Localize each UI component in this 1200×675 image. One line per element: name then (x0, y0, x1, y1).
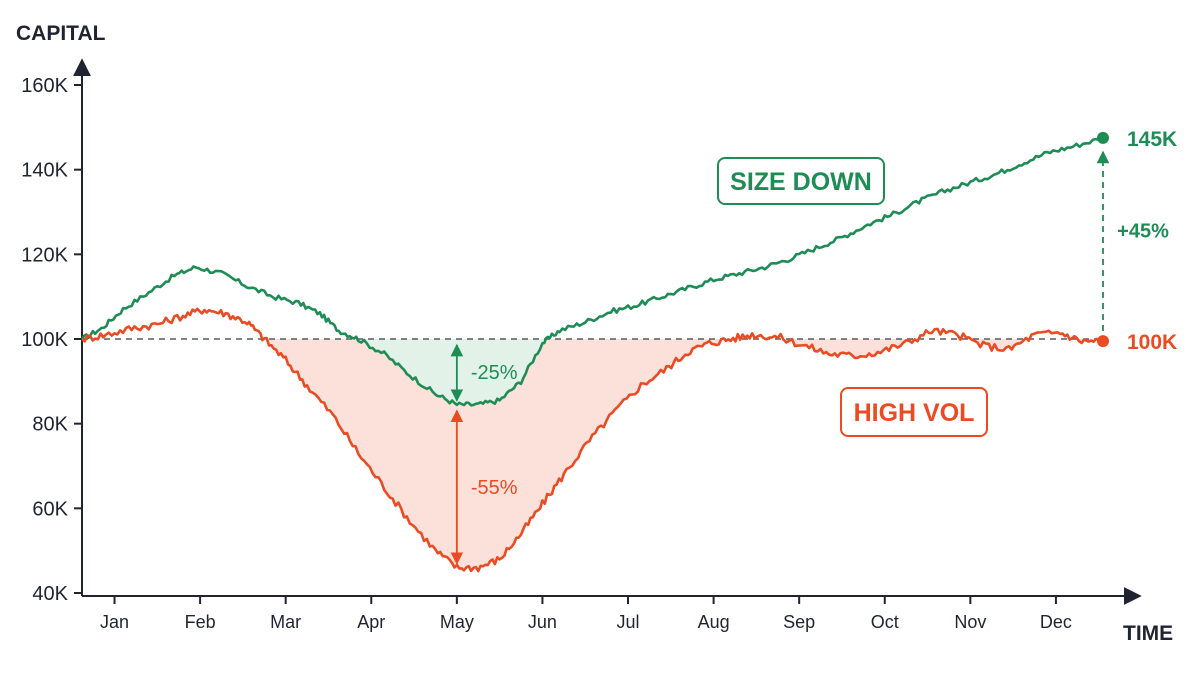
annotation-label: +45% (1117, 220, 1169, 242)
x-tick-label: Jan (100, 612, 129, 632)
x-tick-label: Nov (954, 612, 986, 632)
high-vol-end-label: 100K (1127, 331, 1177, 354)
x-axis-title: TIME (1123, 622, 1173, 645)
area-layer (82, 339, 1103, 572)
size-down-series-line (80, 136, 1104, 407)
annotation-label: -25% (471, 362, 518, 384)
y-tick-label: 100K (21, 329, 68, 351)
legend-box (717, 157, 885, 205)
y-tick-label: 40K (32, 583, 68, 605)
legend: SIZE DOWN HIGH VOL (717, 157, 988, 437)
legend-box (840, 387, 988, 437)
y-tick-label: 160K (21, 75, 68, 97)
x-tick-label: Sep (783, 612, 815, 632)
x-tick-label: Feb (185, 612, 216, 632)
annotation-label: -55% (471, 477, 518, 499)
legend-label: SIZE DOWN (730, 168, 872, 196)
x-tick-label: Mar (270, 612, 301, 632)
y-tick-label: 140K (21, 160, 68, 182)
x-tick-label: Jul (617, 612, 640, 632)
size-down-end-label: 145K (1127, 128, 1177, 151)
x-tick-label: Aug (698, 612, 730, 632)
x-tick-labels: Jan Feb Mar Apr May Jun Jul Aug Sep Oct Nov Dec (100, 596, 1072, 632)
legend-label: HIGH VOL (854, 399, 975, 427)
high-vol-series-line (81, 307, 1104, 573)
x-tick-label: Dec (1040, 612, 1072, 632)
annotations: -25% -55% +45% (450, 150, 1169, 565)
x-tick-label: Apr (357, 612, 385, 632)
x-tick-label: May (440, 612, 474, 632)
series-lines: 145K 100K (80, 128, 1177, 573)
y-tick-label: 80K (32, 414, 68, 436)
y-tick-label: 120K (21, 244, 68, 266)
size-down-end-point (1097, 131, 1109, 144)
x-tick-label: Jun (528, 612, 557, 632)
high-vol-drawdown-area (82, 339, 1103, 572)
y-tick-labels: 40K 60K 80K 100K 120K 140K 160K (21, 75, 82, 605)
y-tick-label: 60K (32, 498, 68, 520)
x-tick-label: Oct (871, 612, 899, 632)
high-vol-end-point (1097, 335, 1109, 348)
y-axis-title: CAPITAL (16, 22, 106, 45)
